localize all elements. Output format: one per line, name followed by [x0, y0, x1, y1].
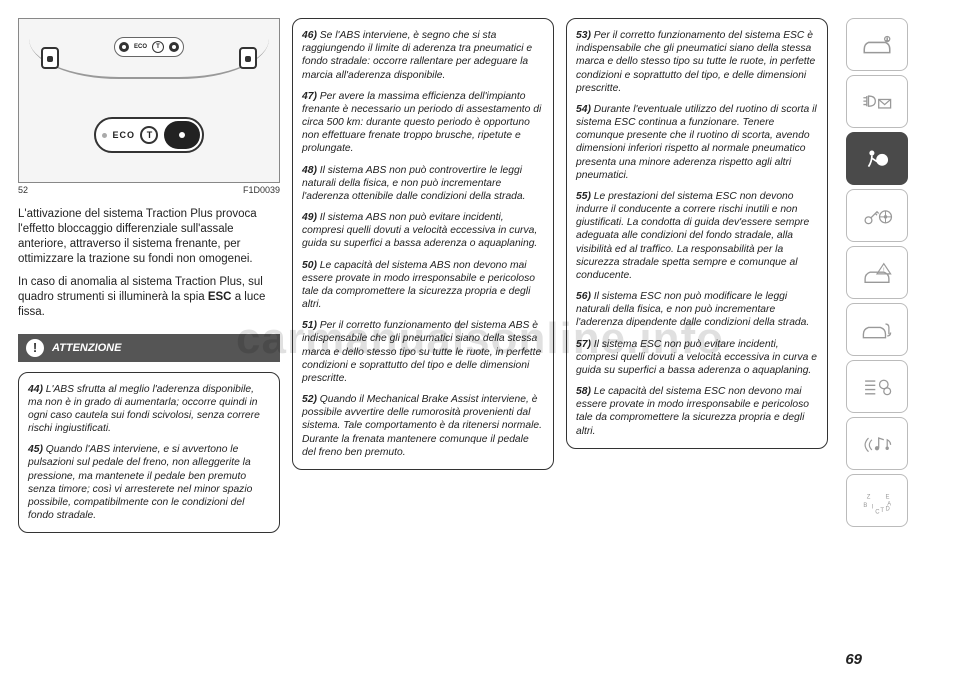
eco-small-label: ECO [134, 44, 147, 50]
abc-cluster-icon: Z E B A I D C T [860, 484, 894, 518]
led-icon [102, 133, 107, 138]
note-51: 51) Per il corretto funzionamento del si… [302, 319, 544, 385]
note-48: 48) Il sistema ABS non può controvertire… [302, 164, 544, 204]
svg-text:D: D [886, 506, 890, 512]
sidebar-light-mail[interactable] [846, 75, 908, 128]
svg-text:C: C [875, 509, 880, 515]
warning-icon: ! [26, 339, 44, 357]
note-58: 58) Le capacità del sistema ESC non devo… [576, 385, 818, 438]
figure-traction-plus: ECO T ECO T [18, 18, 280, 183]
body-p1: L'attivazione del sistema Traction Plus … [18, 207, 280, 267]
sidebar-car-service[interactable] [846, 303, 908, 356]
sidebar-key-wheel[interactable] [846, 189, 908, 242]
music-nav-icon [860, 427, 894, 461]
svg-text:T: T [880, 508, 884, 514]
notes-box-right: 53) Per il corretto funzionamento del si… [566, 18, 828, 449]
eco-button-small: ECO T [114, 37, 184, 57]
attention-bar: ! ATTENZIONE [18, 334, 280, 362]
car-info-icon: i [860, 28, 894, 62]
section-sidebar: i ! Z E B A I D [846, 18, 916, 533]
note-56: 56) Il sistema ESC non può modificare le… [576, 290, 818, 330]
notes-box-left: 44) L'ABS sfrutta al meglio l'aderenza d… [18, 372, 280, 534]
esc-bold: ESC [208, 291, 232, 303]
note-54: 54) Durante l'eventuale utilizzo del ruo… [576, 103, 818, 182]
sidebar-warning-car[interactable]: ! [846, 246, 908, 299]
dark-cap-icon [164, 121, 200, 149]
sidebar-airbag[interactable] [846, 132, 908, 185]
note-49: 49) Il sistema ABS non può evitare incid… [302, 211, 544, 251]
note-53: 53) Per il corretto funzionamento del si… [576, 29, 818, 95]
note-45: 45) Quando l'ABS interviene, e si avvert… [28, 443, 270, 522]
svg-text:Z: Z [867, 494, 871, 500]
svg-text:I: I [872, 504, 874, 510]
car-service-icon [860, 313, 894, 347]
page-number: 69 [845, 651, 862, 668]
sidebar-list-gear[interactable] [846, 360, 908, 413]
figure-index: 52 [18, 185, 28, 195]
body-text: L'attivazione del sistema Traction Plus … [18, 207, 280, 320]
svg-text:E: E [886, 494, 890, 500]
svg-text:!: ! [883, 268, 885, 274]
traction-symbol-large-icon: T [140, 126, 158, 144]
list-gear-icon [860, 370, 894, 404]
dash-button-left-icon [41, 47, 59, 69]
notes-box-middle: 46) Se l'ABS interviene, è segno che si … [292, 18, 554, 470]
sidebar-abc-cluster[interactable]: Z E B A I D C T [846, 474, 908, 527]
page-container: ECO T ECO T 52 F1D0039 L'attivazione del… [0, 0, 960, 547]
traction-symbol-small-icon: T [152, 41, 164, 53]
light-mail-icon [860, 85, 894, 119]
note-57: 57) Il sistema ESC non può evitare incid… [576, 338, 818, 378]
note-50: 50) Le capacità del sistema ABS non devo… [302, 259, 544, 312]
airbag-icon [860, 142, 894, 176]
column-left: ECO T ECO T 52 F1D0039 L'attivazione del… [18, 18, 280, 533]
column-right: 53) Per il corretto funzionamento del si… [566, 18, 828, 533]
dashboard-illustration: ECO T ECO T [19, 19, 279, 182]
note-44: 44) L'ABS sfrutta al meglio l'aderenza d… [28, 383, 270, 436]
note-47: 47) Per avere la massima efficienza dell… [302, 90, 544, 156]
note-55: 55) Le prestazioni del sistema ESC non d… [576, 190, 818, 282]
sidebar-music-nav[interactable] [846, 417, 908, 470]
figure-code: F1D0039 [243, 185, 280, 195]
sidebar-car-info[interactable]: i [846, 18, 908, 71]
body-p2: In caso di anomalia al sistema Traction … [18, 275, 280, 320]
figure-caption: 52 F1D0039 [18, 185, 280, 195]
svg-text:B: B [863, 502, 867, 508]
attention-label: ATTENZIONE [52, 342, 121, 354]
note-52: 52) Quando il Mechanical Brake Assist in… [302, 393, 544, 459]
eco-button-large: ECO T [94, 117, 204, 153]
column-middle: 46) Se l'ABS interviene, è segno che si … [292, 18, 554, 533]
dash-button-right-icon [239, 47, 257, 69]
key-wheel-icon [860, 199, 894, 233]
note-46: 46) Se l'ABS interviene, è segno che si … [302, 29, 544, 82]
eco-large-label: ECO [112, 130, 135, 140]
warning-car-icon: ! [860, 256, 894, 290]
